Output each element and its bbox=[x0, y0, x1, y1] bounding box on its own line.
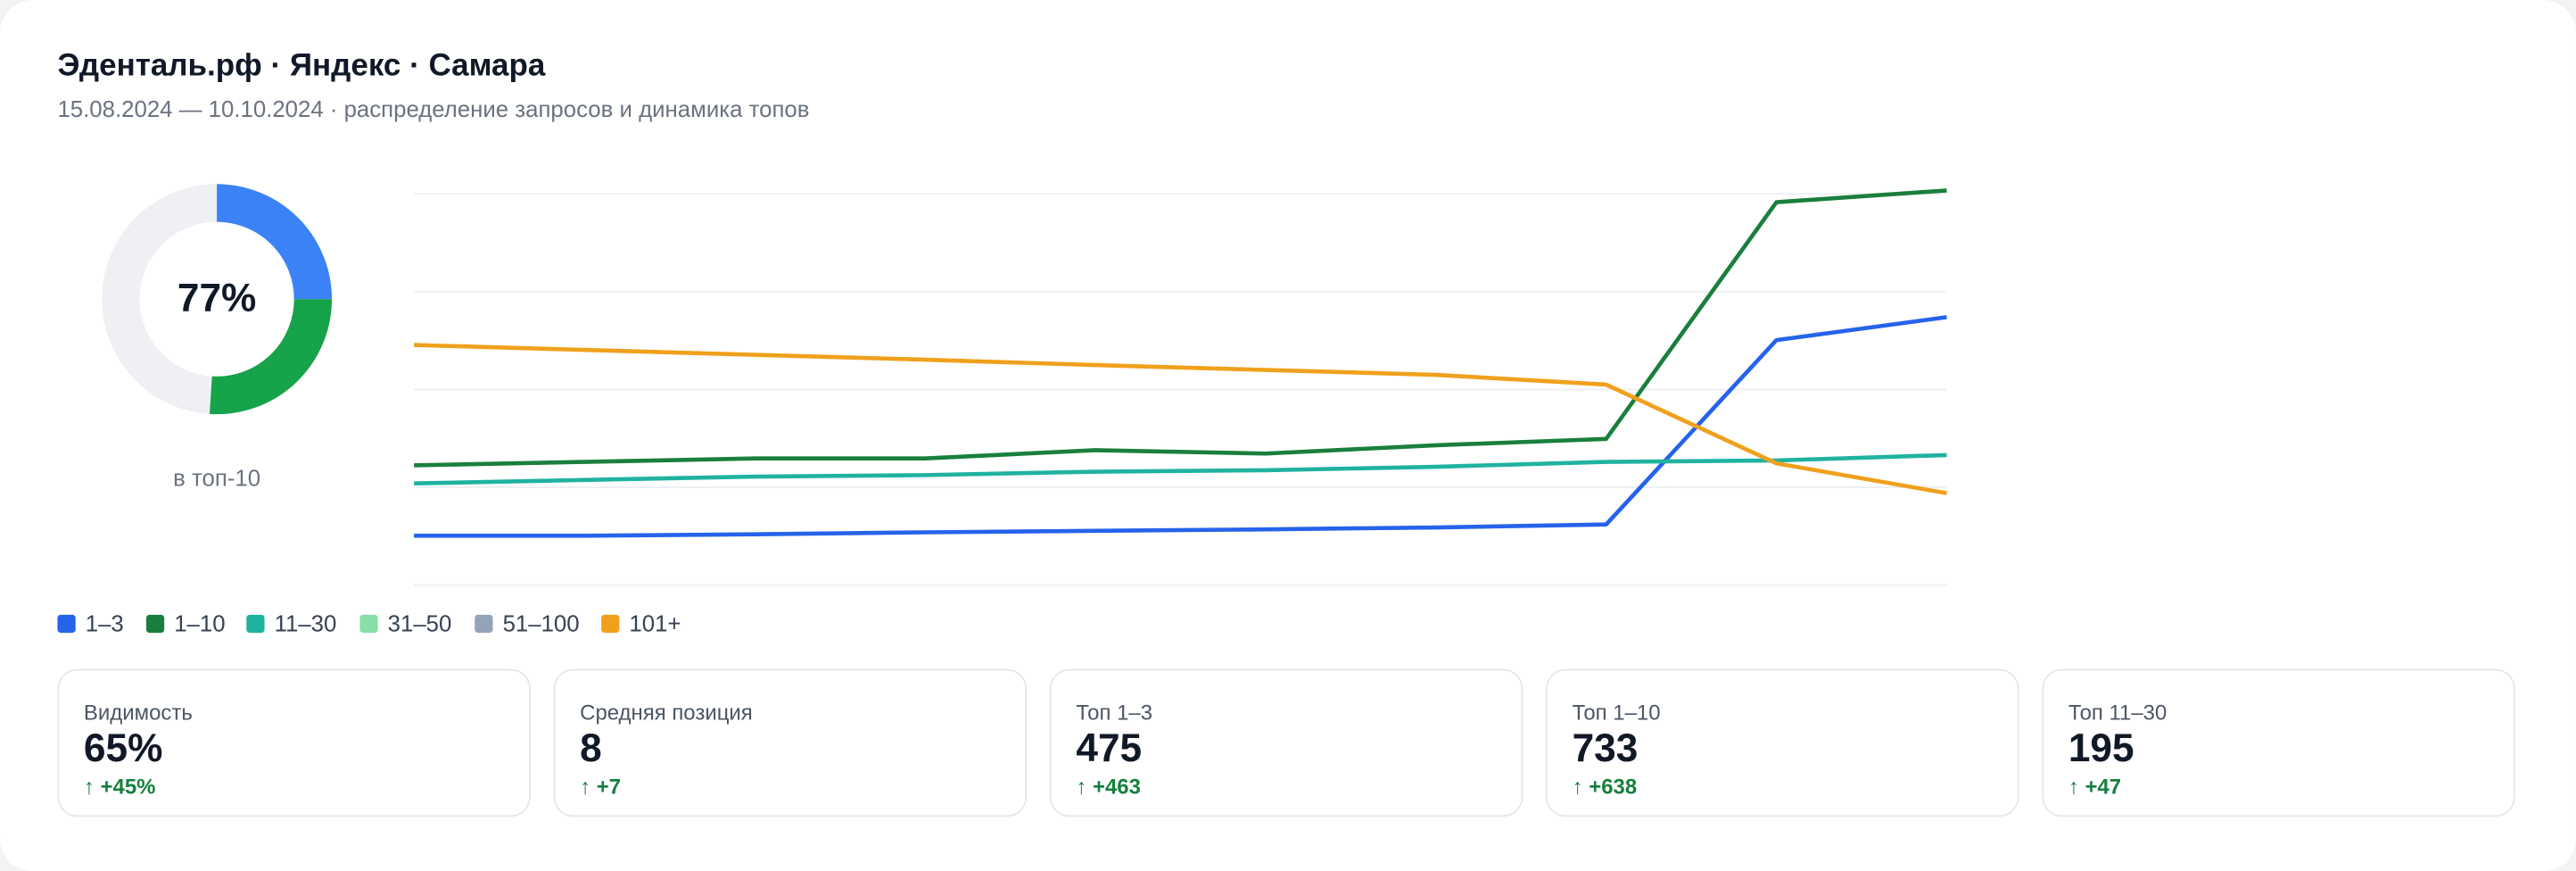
donut-segment bbox=[216, 184, 333, 300]
stat-delta: ↑ +463 bbox=[1076, 774, 1141, 800]
donut-segment bbox=[210, 298, 333, 415]
stat-label: Топ 1–3 bbox=[1076, 700, 1153, 726]
legend-label: 101+ bbox=[629, 612, 681, 637]
donut-center-label: 77% bbox=[178, 277, 256, 320]
legend-swatch bbox=[246, 614, 265, 634]
title: Эденталь.рф · Яндекс · Самара bbox=[57, 49, 546, 84]
legend-label: 51–100 bbox=[503, 612, 580, 637]
legend-label: 1–10 bbox=[174, 612, 225, 637]
stat-card: Средняя позиция 8 ↑ +7 bbox=[553, 668, 1028, 817]
stat-label: Средняя позиция bbox=[580, 700, 753, 726]
stat-value: 475 bbox=[1076, 726, 1143, 771]
stat-card: Видимость 65% ↑ +45% bbox=[57, 668, 531, 817]
charts: 77% в топ-10 1–3 1–10 11–30 31–50 51–100 101+ bbox=[57, 184, 1947, 637]
subtitle: 15.08.2024 — 10.10.2024 · распределение … bbox=[57, 95, 810, 122]
legend-swatch bbox=[57, 614, 76, 634]
legend-label: 11–30 bbox=[275, 612, 337, 637]
legend-swatch bbox=[601, 614, 620, 634]
line-series bbox=[414, 343, 1947, 495]
stat-value: 195 bbox=[2068, 726, 2134, 771]
legend-swatch bbox=[475, 614, 493, 634]
donut-caption: в топ-10 bbox=[173, 467, 260, 492]
stat-card: Топ 1–10 733 ↑ +638 bbox=[1546, 668, 2019, 817]
line-series bbox=[414, 315, 1947, 538]
stat-delta: ↑ +638 bbox=[1572, 774, 1638, 800]
stat-label: Видимость bbox=[83, 700, 193, 726]
stat-delta: ↑ +47 bbox=[2068, 774, 2122, 800]
line-series bbox=[414, 188, 1947, 468]
stat-card: Топ 11–30 195 ↑ +47 bbox=[2042, 668, 2515, 817]
stat-label: Топ 11–30 bbox=[2068, 700, 2167, 726]
legend-swatch bbox=[145, 614, 165, 634]
stat-delta: ↑ +7 bbox=[580, 774, 622, 800]
legend-label: 31–50 bbox=[388, 612, 452, 637]
stat-card: Топ 1–3 475 ↑ +463 bbox=[1049, 668, 1523, 817]
stat-label: Топ 1–10 bbox=[1572, 700, 1661, 726]
stat-value: 65% bbox=[83, 726, 163, 771]
legend-swatch bbox=[359, 614, 378, 634]
legend-label: 1–3 bbox=[86, 612, 124, 637]
stat-delta: ↑ +45% bbox=[83, 774, 156, 800]
line-series bbox=[414, 452, 1947, 485]
stat-value: 8 bbox=[580, 726, 602, 771]
stat-value: 733 bbox=[1572, 726, 1639, 771]
